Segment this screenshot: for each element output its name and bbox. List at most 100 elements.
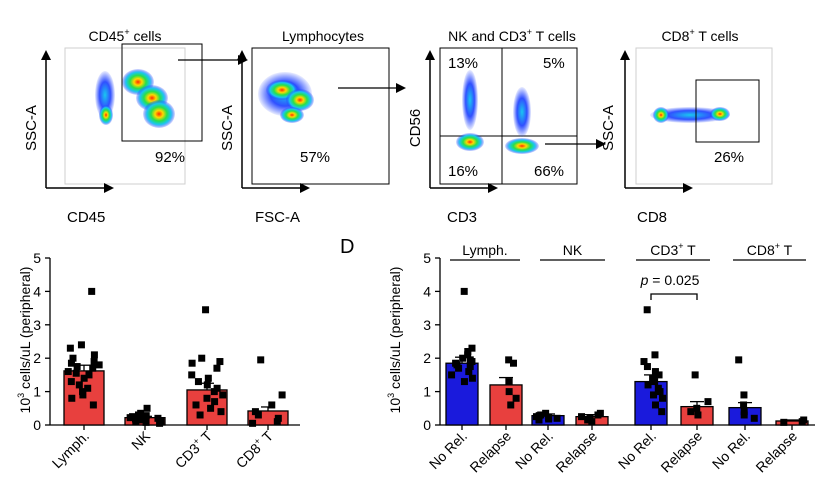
data-point	[142, 418, 150, 426]
data-point	[649, 391, 657, 399]
flow-ylabel: CD56	[407, 109, 424, 147]
y-tick-label: 5	[33, 250, 41, 266]
data-point	[192, 401, 200, 409]
data-point	[68, 394, 76, 402]
data-point	[203, 394, 211, 402]
data-point	[249, 419, 257, 427]
data-point	[211, 398, 219, 406]
panel-letter-d: D	[340, 236, 354, 258]
flow-plot-frame	[439, 47, 578, 185]
data-point	[687, 408, 695, 416]
flow-density-cd45	[95, 69, 175, 128]
data-point	[67, 359, 75, 367]
flow-xlabel: CD3	[447, 209, 477, 226]
data-point	[79, 391, 87, 399]
data-point	[505, 356, 513, 364]
group-label: Lymph.	[462, 242, 507, 258]
x-tick-label: No Rel.	[615, 428, 659, 472]
data-point	[89, 364, 97, 372]
data-point	[545, 415, 553, 423]
data-point	[460, 287, 468, 295]
data-point	[553, 414, 561, 422]
data-point	[740, 401, 748, 409]
data-point	[505, 378, 513, 386]
data-point	[66, 344, 74, 352]
flow-panel-lymphocytes: Lymphocytes 57% SSC-A FSC-A	[219, 28, 406, 226]
data-point	[216, 358, 224, 366]
data-point	[156, 419, 164, 427]
data-point	[640, 358, 648, 366]
data-point	[651, 368, 659, 376]
data-point	[505, 388, 513, 396]
data-point	[132, 418, 140, 426]
data-point	[188, 359, 196, 367]
y-tick-label: 0	[33, 417, 41, 433]
flow-density-lymph	[258, 72, 314, 123]
flow-xlabel: CD45	[67, 209, 105, 226]
data-point	[651, 401, 659, 409]
flow-plot-frame	[64, 47, 186, 185]
data-point	[651, 351, 659, 359]
flow-panel-nk-cd3: NK and CD3+ T cells 13% 5% 16% 66% CD56 …	[407, 27, 606, 226]
x-tick-label: Relapse	[466, 428, 514, 476]
data-point	[85, 371, 93, 379]
x-tick-label: NK	[128, 427, 154, 453]
data-point	[465, 368, 473, 376]
data-point	[468, 358, 476, 366]
data-point	[143, 404, 151, 412]
data-point	[273, 418, 281, 426]
y-tick-label: 4	[423, 283, 431, 299]
data-point	[735, 356, 743, 364]
quadrant-label: 66%	[534, 163, 564, 180]
data-point	[268, 401, 276, 409]
x-tick-label: No Rel.	[426, 428, 470, 472]
flow-ylabel: SSC-A	[219, 105, 236, 151]
data-point	[278, 391, 286, 399]
group-label: CD8+ T	[747, 241, 793, 258]
data-point	[84, 384, 92, 392]
data-point	[67, 378, 75, 386]
data-point	[138, 416, 146, 424]
data-point	[468, 344, 476, 352]
x-tick-label: No Rel.	[709, 428, 753, 472]
group-label: CD3+ T	[650, 241, 696, 258]
data-point	[198, 354, 206, 362]
y-tick-label: 3	[423, 317, 431, 333]
data-point	[75, 381, 83, 389]
data-point	[798, 418, 806, 426]
data-point	[213, 364, 221, 372]
significance-bracket	[650, 293, 698, 300]
data-point	[204, 374, 212, 382]
data-point	[89, 401, 97, 409]
data-point	[659, 394, 667, 402]
y-tick-label: 2	[423, 350, 431, 366]
y-tick-label: 1	[33, 384, 41, 400]
data-point	[542, 409, 550, 417]
data-point	[254, 411, 262, 419]
data-point	[694, 411, 702, 419]
data-point	[468, 374, 476, 382]
data-point	[459, 354, 467, 362]
data-point	[95, 361, 103, 369]
data-point	[588, 418, 596, 426]
x-tick-label: CD8+ T	[232, 427, 276, 471]
data-point	[643, 306, 651, 314]
x-tick-label: Relapse	[657, 428, 705, 476]
quadrant-label: 13%	[448, 55, 478, 72]
flow-ylabel: SSC-A	[600, 105, 617, 151]
data-point	[64, 368, 72, 376]
data-point	[740, 411, 748, 419]
data-point	[512, 394, 520, 402]
flow-xlabel: CD8	[637, 209, 667, 226]
gate-label: 57%	[300, 149, 330, 166]
flow-density-cd8	[650, 107, 730, 123]
gate-cd45	[121, 43, 203, 142]
quadrant-label: 16%	[448, 163, 478, 180]
flow-ylabel: SSC-A	[23, 105, 40, 151]
data-point	[80, 374, 88, 382]
bar-chart-by-relapse: 103 cells/uL (peripheral) p = 0.025 0 1 2 3…	[386, 241, 815, 475]
data-point	[460, 378, 468, 386]
bar-chart-overall: 103 cells/uL (peripheral) 0 1 2 3 4 5 Lymph. NK…	[16, 250, 300, 471]
data-point	[644, 381, 652, 389]
